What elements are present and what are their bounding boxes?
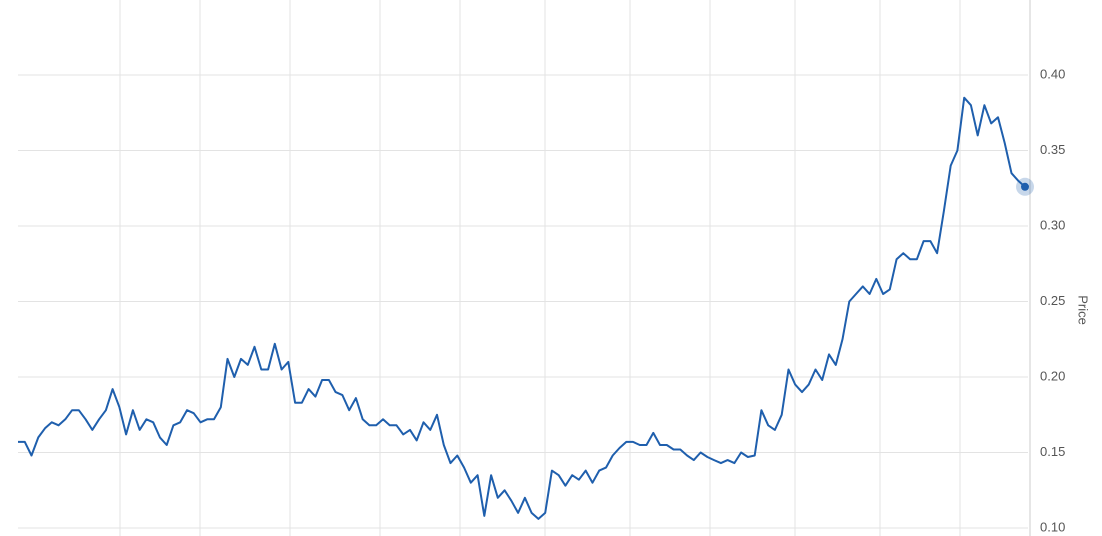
price-line bbox=[18, 96, 1026, 520]
y-axis-label: Price bbox=[1076, 295, 1091, 325]
y-tick-label: 0.40 bbox=[1040, 66, 1065, 81]
y-tick-label: 0.20 bbox=[1040, 368, 1065, 383]
y-tick-label: 0.25 bbox=[1040, 293, 1065, 308]
y-tick-label: 0.15 bbox=[1040, 444, 1065, 459]
vertical-grid bbox=[119, 0, 961, 536]
y-tick-label: 0.30 bbox=[1040, 217, 1065, 232]
y-tick-label: 0.35 bbox=[1040, 142, 1065, 157]
y-tick-label: 0.10 bbox=[1040, 519, 1065, 534]
last-point bbox=[1021, 182, 1029, 191]
